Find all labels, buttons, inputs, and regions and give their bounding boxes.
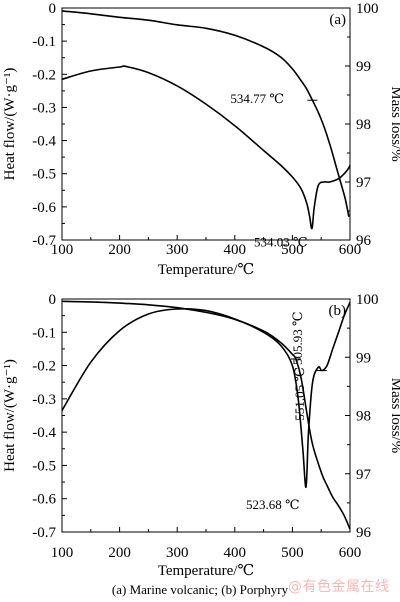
mass-loss-curve [61, 10, 350, 217]
y-left-tick-label: -0.5 [32, 167, 56, 183]
heat-flow-curve [61, 301, 351, 488]
annotation-label: 505.93 ℃ [290, 311, 305, 365]
x-axis-label: Temperature/℃ [158, 262, 255, 278]
x-tick-label: 300 [166, 242, 189, 258]
annotation-label: 551.05 ℃ [292, 367, 307, 421]
y-right-tick-label: 98 [356, 409, 371, 425]
annotation-label: 523.68 ℃ [246, 497, 300, 512]
y-right-tick-label: 100 [356, 292, 379, 308]
x-tick-label: 200 [108, 545, 131, 561]
y-right-tick-label: 96 [356, 525, 372, 541]
y-left-tick-label: -0.6 [32, 492, 56, 508]
y-right-tick-label: 98 [356, 117, 371, 133]
y-right-tick-label: 97 [356, 175, 372, 191]
y-left-tick-label: -0.2 [32, 67, 56, 83]
y-right-tick-label: 100 [356, 1, 379, 17]
x-tick-label: 500 [281, 242, 304, 258]
y-left-tick-label: -0.7 [32, 233, 56, 249]
x-tick-label: 400 [224, 242, 247, 258]
mass-loss-curve [61, 300, 351, 530]
y-left-tick-label: -0.5 [32, 458, 56, 474]
y-left-tick-label: 0 [49, 1, 57, 17]
y-right-tick-label: 99 [356, 350, 371, 366]
annotation-label: 534.03 ℃ [254, 234, 308, 249]
x-tick-label: 100 [51, 545, 74, 561]
y-left-tick-label: -0.7 [32, 525, 56, 541]
y-left-tick-label: -0.1 [32, 34, 56, 50]
y-left-tick-label: -0.4 [32, 425, 56, 441]
y-left-axis-label: Heat flow/(W·g⁻¹) [2, 359, 18, 472]
x-tick-label: 600 [339, 545, 362, 561]
x-tick-label: 600 [339, 242, 362, 258]
y-left-tick-label: 0 [49, 292, 57, 308]
y-left-tick-label: -0.6 [32, 200, 56, 216]
y-left-tick-label: -0.3 [32, 392, 56, 408]
panel-label: (b) [329, 303, 347, 319]
x-tick-label: 400 [224, 545, 247, 561]
panel-label: (a) [329, 12, 346, 28]
annotation-label: 534.77 ℃ [230, 91, 284, 106]
watermark: @有色金属在线 [288, 579, 390, 595]
y-right-tick-label: 96 [356, 233, 372, 249]
y-left-tick-label: -0.1 [32, 325, 56, 341]
figure-caption: (a) Marine volcanic; (b) Porphyry [112, 582, 289, 597]
y-left-tick-label: -0.4 [32, 134, 56, 150]
y-left-axis-label: Heat flow/(W·g⁻¹) [2, 68, 18, 181]
x-tick-label: 200 [108, 242, 131, 258]
x-tick-label: 500 [281, 545, 304, 561]
y-left-tick-label: -0.3 [32, 100, 56, 116]
heat-flow-curve [61, 65, 351, 230]
chart-panel-a: 100 200 300 400 500 600 0 -0.1 -0.2 -0.3 -0.4 -0.5 -… [2, 1, 400, 278]
x-tick-label: 100 [51, 242, 74, 258]
chart-panel-b: 100 200 300 400 500 600 0 -0.1 -0.2 -0.3 -0.4 -0.5 -… [2, 292, 400, 579]
x-axis-label: Temperature/℃ [158, 563, 255, 579]
y-left-tick-label: -0.2 [32, 359, 56, 375]
y-right-tick-label: 97 [356, 467, 372, 483]
y-right-axis-label: Mass loss/% [388, 378, 400, 453]
x-tick-label: 300 [166, 545, 189, 561]
y-right-tick-label: 99 [356, 59, 371, 75]
y-right-axis-label: Mass loss/% [388, 86, 400, 161]
